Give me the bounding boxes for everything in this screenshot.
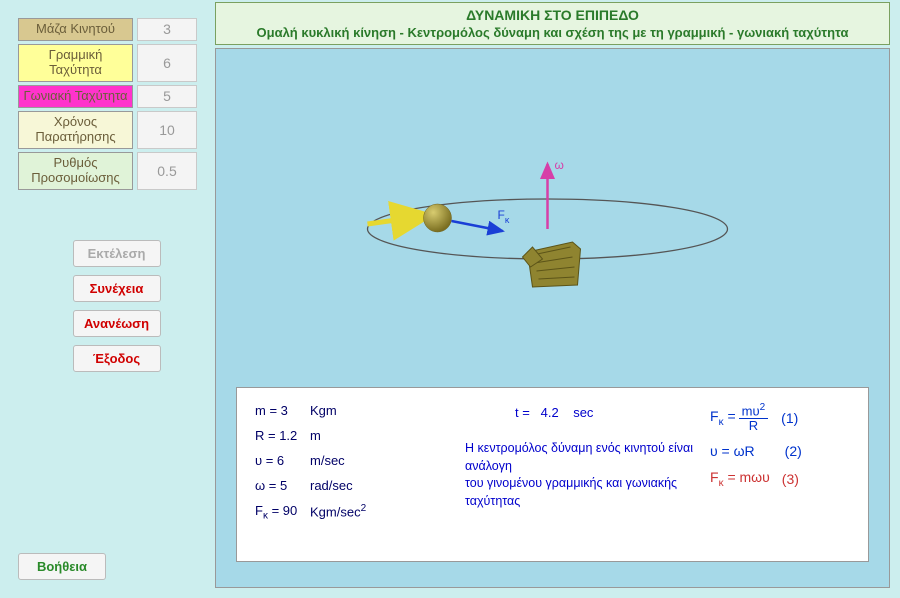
- param-value-input[interactable]: 5: [137, 85, 197, 108]
- info-panel: m = 3Kgm R = 1.2m υ = 6m/sec ω = 5rad/sec Fκ…: [236, 387, 869, 562]
- continue-button[interactable]: Συνέχεια: [73, 275, 161, 302]
- moving-ball: [424, 204, 452, 232]
- exit-button[interactable]: Έξοδος: [73, 345, 161, 372]
- left-panel: Μάζα Κινητού3Γραμμική Ταχύτητα6Γωνιακή Τ…: [0, 0, 215, 598]
- omega-label: ω: [555, 158, 564, 172]
- hand-icon: [523, 242, 581, 287]
- param-row: Μάζα Κινητού3: [18, 18, 215, 41]
- param-row: Ρυθμός Προσομοίωσης0.5: [18, 152, 215, 190]
- description-line-2: του γινομένου γραμμικής και γωνιακής ταχ…: [465, 475, 710, 510]
- info-value-row: ω = 5rad/sec: [255, 478, 465, 493]
- right-panel: ΔΥΝΑΜΙΚΗ ΣΤΟ ΕΠΙΠΕΔΟ Ομαλή κυκλική κίνησ…: [215, 0, 900, 598]
- simulation-area: ω Fκ m = 3Kgm R = 1.2m υ = 6m/sec ω = 5rad/…: [215, 48, 890, 588]
- param-value-input[interactable]: 10: [137, 111, 197, 149]
- simulation-svg: ω Fκ: [216, 49, 889, 339]
- info-fk-row: Fκ = 90Kgm/sec2: [255, 503, 465, 522]
- param-rows: Μάζα Κινητού3Γραμμική Ταχύτητα6Γωνιακή Τ…: [18, 18, 215, 190]
- param-label: Ρυθμός Προσομοίωσης: [18, 152, 133, 190]
- info-value-row: υ = 6m/sec: [255, 453, 465, 468]
- info-value-row: R = 1.2m: [255, 428, 465, 443]
- force-label: Fκ: [498, 208, 510, 225]
- param-label: Γωνιακή Ταχύτητα: [18, 85, 133, 108]
- description-line-1: Η κεντρομόλος δύναμη ενός κινητού είναι …: [465, 440, 710, 475]
- action-buttons: Εκτέλεση Συνέχεια Ανανέωση Έξοδος: [18, 240, 215, 372]
- param-row: Γραμμική Ταχύτητα6: [18, 44, 215, 82]
- info-value-row: m = 3Kgm: [255, 403, 465, 418]
- equation-2: υ = ωR (2): [710, 443, 850, 459]
- info-description-col: t = 4.2 sec Η κεντρομόλος δύναμη ενός κι…: [465, 403, 710, 532]
- help-button[interactable]: Βοήθεια: [18, 553, 106, 580]
- header-title: ΔΥΝΑΜΙΚΗ ΣΤΟ ΕΠΙΠΕΔΟ: [224, 7, 881, 23]
- equation-3: Fκ = mωυ (3): [710, 469, 850, 489]
- equation-1: Fκ = mυ2R (1): [710, 403, 850, 433]
- param-label: Χρόνος Παρατήρησης: [18, 111, 133, 149]
- param-row: Γωνιακή Ταχύτητα5: [18, 85, 215, 108]
- header-subtitle: Ομαλή κυκλική κίνηση - Κεντρομόλος δύναμ…: [224, 25, 881, 40]
- force-arrow: [452, 221, 503, 231]
- param-label: Γραμμική Ταχύτητα: [18, 44, 133, 82]
- info-equations-col: Fκ = mυ2R (1) υ = ωR (2) Fκ = mωυ (3): [710, 403, 850, 532]
- param-label: Μάζα Κινητού: [18, 18, 133, 41]
- param-value-input[interactable]: 0.5: [137, 152, 197, 190]
- param-row: Χρόνος Παρατήρησης10: [18, 111, 215, 149]
- param-value-input[interactable]: 3: [137, 18, 197, 41]
- execute-button[interactable]: Εκτέλεση: [73, 240, 161, 267]
- help-wrap: Βοήθεια: [18, 553, 215, 580]
- refresh-button[interactable]: Ανανέωση: [73, 310, 161, 337]
- info-values-col: m = 3Kgm R = 1.2m υ = 6m/sec ω = 5rad/sec Fκ…: [255, 403, 465, 532]
- time-display: t = 4.2 sec: [465, 405, 710, 420]
- header-box: ΔΥΝΑΜΙΚΗ ΣΤΟ ΕΠΙΠΕΔΟ Ομαλή κυκλική κίνησ…: [215, 2, 890, 45]
- param-value-input[interactable]: 6: [137, 44, 197, 82]
- app: Μάζα Κινητού3Γραμμική Ταχύτητα6Γωνιακή Τ…: [0, 0, 900, 598]
